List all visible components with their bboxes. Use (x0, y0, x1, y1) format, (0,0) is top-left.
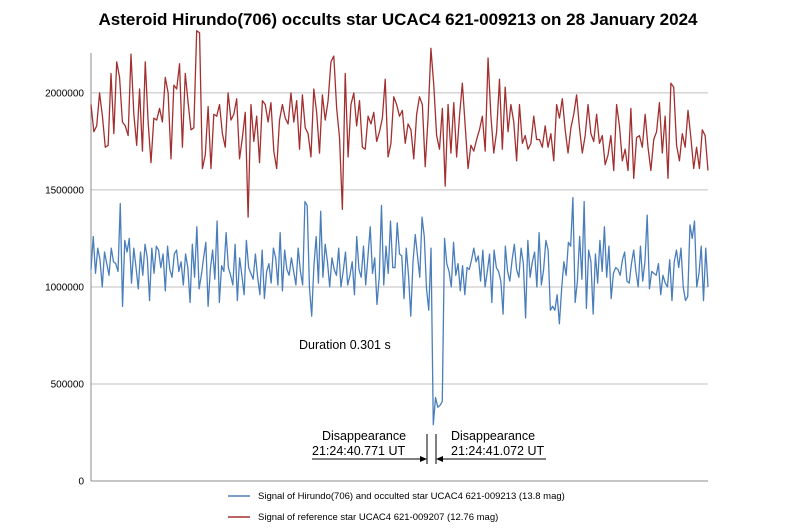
series-line-target (90, 197, 709, 426)
y-tick-label: 500000 (51, 379, 85, 390)
disappearance-arrowhead (420, 456, 427, 462)
legend-label-reference: Signal of reference star UCAC4 621-00920… (258, 512, 498, 523)
y-tick-label: 1500000 (45, 185, 84, 196)
chart-title: Asteroid Hirundo(706) occults star UCAC4… (98, 10, 698, 29)
legend: Signal of Hirundo(706) and occulted star… (228, 491, 565, 523)
duration-annotation: Duration 0.301 s (299, 338, 391, 352)
y-tick-label: 2000000 (45, 88, 84, 99)
y-tick-label: 1000000 (45, 282, 84, 293)
y-tick-label: 0 (78, 477, 84, 488)
disappearance-time: 21:24:40.771 UT (312, 444, 405, 458)
series-line-reference (90, 30, 709, 218)
grid-lines (90, 53, 708, 482)
reappearance-time: 21:24:41.072 UT (451, 444, 544, 458)
legend-label-target: Signal of Hirundo(706) and occulted star… (258, 491, 565, 502)
annotations: Duration 0.301 s Disappearance 21:24:40.… (299, 338, 546, 464)
series-lines (90, 30, 709, 426)
reappearance-label: Disappearance (451, 429, 535, 443)
disappearance-label: Disappearance (322, 429, 406, 443)
reappearance-arrowhead (436, 456, 443, 462)
y-tick-labels: 0 500000 1000000 1500000 2000000 (45, 88, 84, 487)
